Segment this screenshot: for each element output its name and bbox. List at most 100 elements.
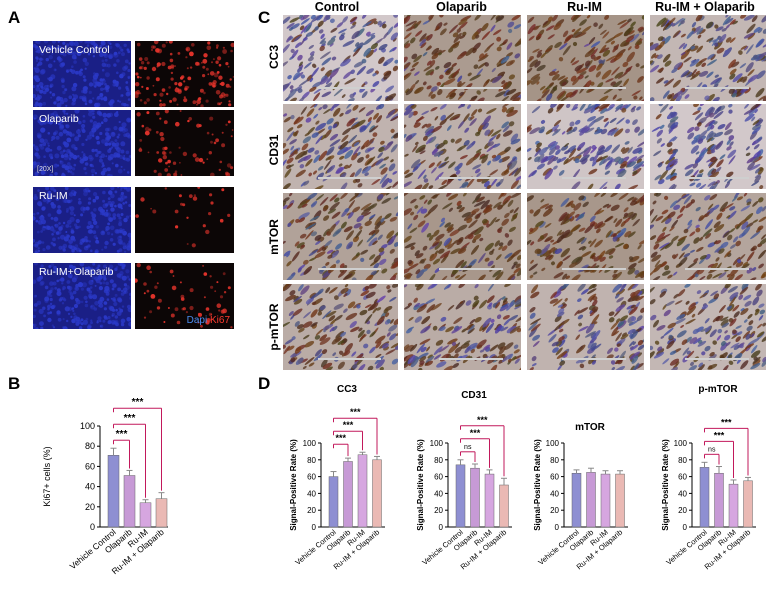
y-tick-label: 80	[85, 441, 95, 451]
panel-label-b: B	[8, 374, 21, 393]
bar	[714, 472, 724, 528]
y-tick-label: 0	[683, 523, 688, 532]
y-tick-label: 40	[550, 489, 559, 498]
column-header-ru-im-olaparib: Ru-IM + Olaparib	[655, 0, 755, 14]
significance-label: ***	[470, 428, 481, 438]
y-tick-label: 80	[307, 456, 316, 465]
bar	[139, 502, 152, 528]
scale-bar	[685, 87, 749, 89]
y-tick-label: 0	[555, 523, 560, 532]
y-tick-label: 20	[550, 506, 559, 515]
column-header-ru-im: Ru-IM	[567, 0, 602, 14]
bar	[107, 455, 120, 528]
bar	[699, 467, 710, 528]
ihc-image	[650, 284, 766, 370]
ihc-image	[527, 193, 644, 280]
scale-bar	[685, 268, 749, 270]
condition-label: Olaparib	[39, 113, 79, 125]
ihc-image	[527, 284, 644, 370]
bar	[571, 472, 582, 528]
scale-bar	[318, 268, 381, 270]
y-tick-label: 20	[678, 506, 687, 515]
condition-label: Ru-IM+Olaparib	[39, 266, 114, 278]
y-axis-label: Signal-Positive Rate (%)	[533, 439, 542, 531]
y-axis-label: Signal-Positive Rate (%)	[661, 439, 670, 531]
ihc-image	[404, 104, 521, 189]
chart-title: CD31	[461, 390, 487, 401]
ki67-image	[135, 187, 234, 253]
bar	[155, 498, 168, 528]
y-tick-label: 0	[439, 523, 444, 532]
y-tick-label: 60	[85, 461, 95, 471]
scale-bar	[439, 87, 503, 89]
ihc-image	[404, 284, 521, 370]
bar	[615, 473, 625, 528]
panel-label-c: C	[258, 8, 271, 27]
ihc-image	[283, 193, 398, 280]
bar	[728, 483, 739, 528]
bar	[600, 473, 611, 528]
y-tick-label: 80	[678, 456, 687, 465]
ihc-image	[283, 284, 398, 370]
chart-title: mTOR	[575, 422, 606, 433]
panel-label-d: D	[258, 374, 271, 393]
ihc-image	[283, 15, 398, 101]
panel-label-a: A	[8, 8, 21, 27]
y-tick-label: 20	[85, 502, 95, 512]
scale-bar	[439, 177, 503, 179]
scale-bar	[318, 358, 381, 360]
y-axis-label: Signal-Positive Rate (%)	[289, 439, 298, 531]
ihc-image	[527, 15, 644, 101]
ihc-image	[404, 15, 521, 101]
scale-bar	[439, 358, 503, 360]
bar	[328, 476, 339, 528]
significance-label: ns	[708, 446, 716, 453]
significance-label: ***	[343, 420, 354, 430]
ki67-image	[135, 110, 234, 176]
column-header-olaparib: Olaparib	[436, 0, 487, 14]
condition-label: Ru-IM	[39, 190, 68, 202]
legend-dapi: Dapi	[186, 315, 208, 326]
bar	[123, 475, 136, 528]
y-tick-label: 40	[85, 482, 95, 492]
bar	[470, 467, 480, 528]
ihc-image	[404, 193, 521, 280]
significance-label: ***	[116, 429, 128, 440]
dapi-image: Ru-IM+Olaparib	[33, 263, 131, 329]
y-tick-label: 60	[550, 473, 559, 482]
y-tick-label: 60	[678, 473, 687, 482]
dapi-image: Ru-IM	[33, 187, 131, 253]
ihc-image	[650, 104, 766, 189]
column-header-control: Control	[314, 0, 360, 14]
bar	[455, 464, 466, 528]
y-tick-label: 100	[546, 439, 560, 448]
bar	[586, 472, 596, 528]
condition-label: Vehicle Control	[39, 44, 110, 56]
y-tick-label: 100	[430, 439, 444, 448]
significance-label: ***	[721, 417, 732, 427]
y-tick-label: 100	[674, 439, 688, 448]
y-tick-label: 0	[90, 522, 95, 532]
scale-bar	[562, 268, 626, 270]
y-axis-label: Signal-Positive Rate (%)	[416, 439, 425, 531]
scale-bar	[439, 268, 503, 270]
y-tick-label: 20	[307, 506, 316, 515]
magnification-label: [20X]	[37, 166, 54, 173]
chart-title: CC3	[337, 384, 357, 395]
y-axis-label: Ki67+ cells (%)	[42, 446, 52, 506]
bar	[357, 454, 368, 528]
bar	[484, 473, 495, 528]
y-tick-label: 40	[434, 489, 443, 498]
ki67-image: Dapi Ki67	[135, 263, 234, 329]
bar	[499, 484, 509, 528]
scale-bar	[685, 358, 749, 360]
dapi-image: Olaparib [20X]	[33, 110, 131, 176]
y-tick-label: 80	[550, 456, 559, 465]
chart-title: p-mTOR	[698, 384, 738, 395]
legend-ki67: Ki67	[209, 315, 230, 326]
y-tick-label: 40	[307, 489, 316, 498]
y-tick-label: 60	[434, 473, 443, 482]
significance-label: ***	[124, 413, 136, 424]
bar	[372, 459, 382, 528]
